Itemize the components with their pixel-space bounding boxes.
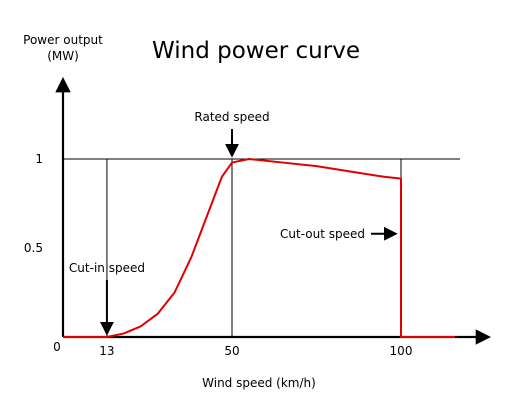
- series-group: [63, 158, 456, 338]
- annotations: Rated speed Cut-in speed Cut-out speed: [69, 110, 398, 336]
- x-tick-label-2: 100: [390, 344, 413, 358]
- x-tick-label-1: 50: [224, 344, 239, 358]
- y-tick-labels: 0.51: [24, 152, 43, 255]
- y-tick-label-0: 0.5: [24, 241, 43, 255]
- y-axis-label-line1: Power output: [23, 33, 103, 47]
- x-tick-labels: 13 50 100: [99, 344, 412, 358]
- x-tick-label-0: 13: [99, 344, 114, 358]
- series-line-0: [63, 158, 456, 338]
- y-tick-label-1: 1: [35, 152, 43, 166]
- annotation-label-1: Cut-in speed: [69, 261, 145, 275]
- annotation-label-2: Cut-out speed: [280, 227, 365, 241]
- origin-label: 0: [53, 340, 61, 354]
- x-axis-label: Wind speed (km/h): [202, 376, 316, 390]
- chart-title: Wind power curve: [152, 38, 360, 64]
- y-axis-label-line2: (MW): [47, 49, 79, 63]
- annotation-label-0: Rated speed: [194, 110, 269, 124]
